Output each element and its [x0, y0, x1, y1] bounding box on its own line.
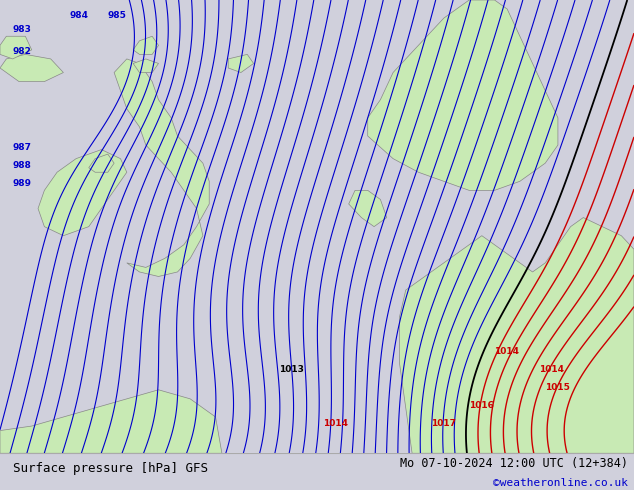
Text: ©weatheronline.co.uk: ©weatheronline.co.uk: [493, 478, 628, 489]
Text: 1013: 1013: [279, 365, 304, 374]
Polygon shape: [0, 390, 222, 453]
Polygon shape: [0, 36, 32, 59]
Text: 985: 985: [108, 11, 127, 20]
Polygon shape: [228, 54, 254, 73]
Polygon shape: [368, 0, 558, 190]
Polygon shape: [133, 36, 158, 54]
Text: 1014: 1014: [539, 365, 564, 374]
Polygon shape: [38, 149, 127, 236]
Text: 1017: 1017: [431, 419, 456, 428]
Text: 989: 989: [13, 179, 32, 188]
Text: 988: 988: [13, 161, 32, 170]
Text: 982: 982: [13, 48, 32, 56]
Text: 984: 984: [70, 11, 89, 20]
Text: 987: 987: [13, 143, 32, 151]
Polygon shape: [0, 54, 63, 81]
Polygon shape: [133, 59, 158, 73]
Polygon shape: [349, 190, 387, 226]
Text: 983: 983: [13, 24, 32, 34]
Text: 1014: 1014: [323, 419, 348, 428]
Polygon shape: [399, 218, 634, 453]
Text: Surface pressure [hPa] GFS: Surface pressure [hPa] GFS: [13, 462, 208, 475]
Text: 1014: 1014: [495, 346, 519, 356]
Polygon shape: [114, 59, 209, 276]
Text: Mo 07-10-2024 12:00 UTC (12+384): Mo 07-10-2024 12:00 UTC (12+384): [399, 457, 628, 470]
Text: 1016: 1016: [469, 401, 494, 410]
Text: 1015: 1015: [545, 383, 570, 392]
Polygon shape: [89, 154, 114, 172]
